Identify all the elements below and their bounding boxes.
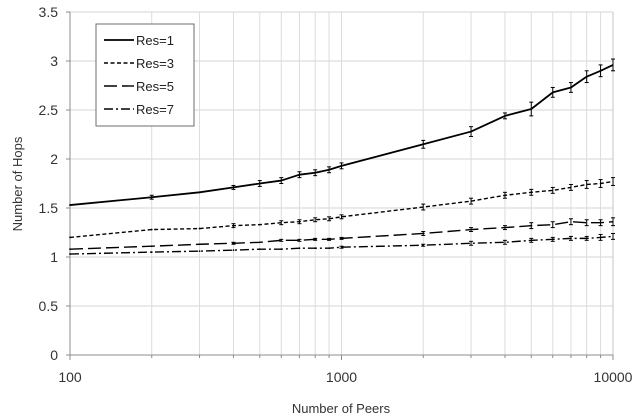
y-tick-label: 3 (50, 53, 58, 69)
data-point (150, 245, 153, 248)
legend-box (95, 23, 195, 127)
y-tick-label: 1 (50, 249, 58, 265)
data-point (280, 248, 283, 251)
legend-label-res-5: Res=5 (136, 79, 174, 94)
series-res-7 (69, 232, 615, 255)
x-tick-label: 1000 (326, 369, 357, 385)
data-point (258, 223, 261, 226)
series-res-5 (69, 217, 615, 251)
y-tick-label: 1.5 (39, 200, 59, 216)
data-point (69, 253, 71, 255)
y-axis-title: Number of Hops (10, 136, 25, 231)
legend-label-res-3: Res=3 (136, 56, 174, 71)
data-point (314, 247, 317, 250)
data-point (150, 228, 153, 231)
data-point (198, 250, 201, 253)
x-tick-label: 100 (58, 369, 82, 385)
data-point (69, 204, 71, 206)
data-point (258, 248, 261, 251)
series-res-3 (69, 177, 615, 239)
legend-label-res-7: Res=7 (136, 102, 174, 117)
x-axis-title: Number of Peers (292, 401, 391, 416)
data-point (150, 251, 153, 254)
legend-label-res-1: Res=1 (136, 33, 174, 48)
y-tick-label: 3.5 (39, 4, 59, 20)
series-lines (69, 58, 615, 255)
data-point (328, 247, 330, 250)
data-point (298, 247, 301, 250)
tick-labels: 0 0.5 1 1.5 2 2.5 3 3.5 100 1000 10000 (39, 4, 633, 385)
y-tick-label: 2.5 (39, 102, 59, 118)
data-point (69, 248, 71, 251)
x-tick-label: 10000 (594, 369, 633, 385)
data-point (198, 227, 201, 230)
data-point (232, 249, 235, 252)
y-tick-label: 0 (50, 347, 58, 363)
data-point (198, 191, 201, 194)
axes (66, 11, 614, 360)
data-point (198, 243, 201, 246)
y-tick-label: 0.5 (39, 298, 59, 314)
data-point (258, 241, 261, 244)
legend: Res=1 Res=3 Res=5 Res=7 (95, 23, 195, 127)
series-res-1 (69, 58, 615, 206)
y-tick-label: 2 (50, 151, 58, 167)
data-point (69, 236, 71, 239)
